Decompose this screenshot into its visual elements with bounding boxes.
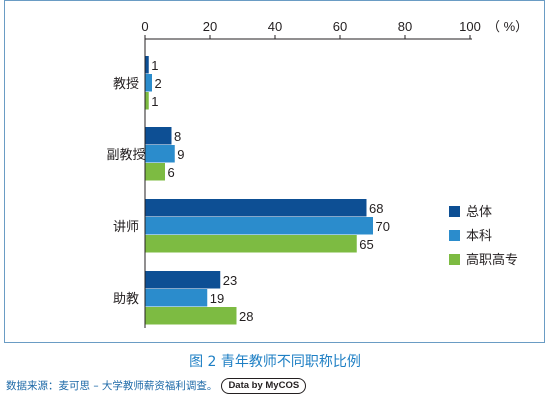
bar [145,289,208,307]
data-label: 28 [239,309,253,324]
x-tick-label: 60 [333,19,347,34]
data-label: 2 [155,76,162,91]
bar [145,217,373,235]
category-label: 讲师 [113,220,139,235]
legend-label: 高职高专 [466,252,518,268]
bar [145,199,367,217]
data-label: 68 [369,201,383,216]
bar [145,92,149,110]
data-label: 19 [210,291,224,306]
data-label: 1 [151,58,158,73]
bar [145,145,175,163]
data-label: 65 [359,237,373,252]
bar [145,307,237,325]
bar [145,127,172,145]
bar [145,235,357,253]
legend-swatch [449,230,460,241]
x-tick-label: 40 [268,19,282,34]
bar [145,271,221,289]
data-label: 1 [151,94,158,109]
data-label: 6 [168,165,175,180]
data-label: 23 [223,273,237,288]
bar [145,56,149,74]
legend-swatch [449,254,460,265]
x-axis-unit: （ %） [487,19,528,34]
category-label: 教授 [113,76,139,92]
category-label: 助教 [113,291,139,307]
bar [145,163,165,181]
data-label: 70 [376,219,390,234]
legend-label: 本科 [466,229,492,244]
x-tick-label: 80 [398,19,412,34]
x-tick-label: 100 [459,19,481,34]
legend-swatch [449,206,460,217]
data-by-mycos-badge: Data by MyCOS [221,378,307,394]
category-label: 副教授 [106,147,145,163]
source-text: 数据来源：麦可思 – 大学教师薪资福利调查。 [6,380,218,392]
x-tick-label: 0 [141,19,148,34]
data-label: 9 [177,147,184,162]
source-note: 数据来源：麦可思 – 大学教师薪资福利调查。 Data by MyCOS [6,378,307,394]
legend-label: 总体 [466,205,492,220]
chart-frame [4,0,545,343]
x-tick-label: 20 [203,19,217,34]
data-label: 8 [174,129,181,144]
bar [145,74,152,92]
figure-caption: 图 2 青年教师不同职称比例 [189,354,361,370]
